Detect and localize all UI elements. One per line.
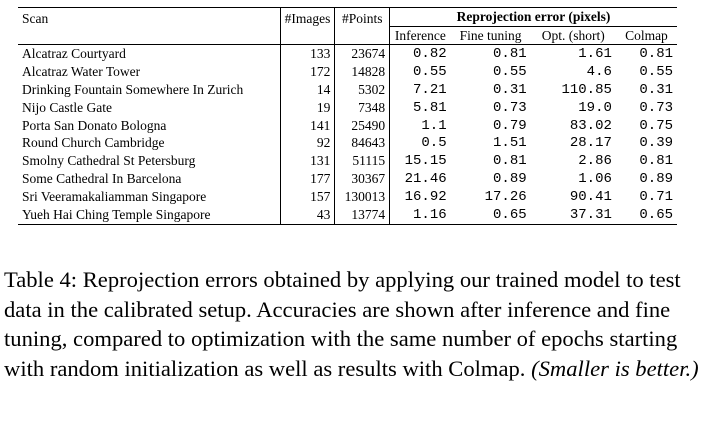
cell-fine-tuning: 17.26: [484, 189, 527, 206]
cell-points: 23674: [334, 43, 390, 63]
cell-opt-short: 37.31: [530, 206, 616, 225]
cell-scan: Some Cathedral In Barcelona: [22, 171, 182, 187]
cell-opt-short: 2.86: [578, 153, 612, 170]
cell-points: 13774: [334, 206, 390, 225]
cell-points: 14828: [334, 62, 390, 81]
cell-inference: 7.21: [389, 80, 451, 99]
cell-points: 84643: [334, 134, 390, 153]
header-scan: Scan: [18, 7, 281, 45]
cell-fine-tuning: 0.55: [493, 63, 527, 80]
table-row: Round Church Cambridge 92 84643 0.5 1.51 28.1…: [18, 134, 677, 153]
cell-opt-short: 4.6: [586, 63, 612, 80]
cell-points: 25490: [334, 116, 390, 135]
cell-opt-short: 83.02: [569, 117, 612, 134]
table-row: Drinking Fountain Somewhere In Zurich 14 5…: [18, 80, 677, 99]
header-colmap: Colmap: [625, 27, 668, 43]
cell-scan: Yueh Hai Ching Temple Singapore: [18, 206, 281, 225]
cell-opt-short: 19.0: [578, 99, 612, 116]
cell-inference: 21.46: [389, 170, 451, 189]
cell-colmap: 0.81: [639, 153, 673, 170]
cell-scan: Drinking Fountain Somewhere In Zurich: [22, 81, 244, 97]
results-table: Scan #Images #Points Reprojection error …: [18, 7, 677, 225]
cell-inference: 16.92: [389, 188, 451, 207]
cell-colmap: 0.55: [639, 63, 673, 80]
cell-images: 131: [279, 152, 335, 171]
cell-scan: Alcatraz Water Tower: [22, 63, 141, 79]
header-opt-short: Opt. (short): [541, 27, 605, 43]
cell-colmap: 0.81: [615, 43, 677, 63]
table-row: Alcatraz Water Tower 172 14828 0.55 0.55 4.6 0…: [18, 62, 677, 81]
cell-scan: Porta San Donato Bologna: [22, 117, 167, 133]
cell-fine-tuning: 1.51: [493, 135, 527, 152]
cell-fine-tuning: 0.65: [450, 206, 531, 225]
cell-images: 43: [279, 206, 335, 225]
cell-inference: 1.16: [389, 206, 451, 225]
cell-images: 177: [279, 170, 335, 189]
cell-points: 30367: [334, 170, 390, 189]
cell-colmap: 0.31: [639, 81, 673, 98]
cell-images: 133: [279, 43, 335, 63]
cell-scan: Alcatraz Courtyard: [18, 43, 281, 63]
cell-colmap: 0.73: [639, 99, 673, 116]
cell-colmap: 0.89: [639, 171, 673, 188]
table-body: Alcatraz Courtyard 133 23674 0.82 0.81 1.61 0.…: [18, 43, 677, 225]
cell-images: 157: [279, 188, 335, 207]
header-points: #Points: [334, 7, 390, 45]
header-images: #Images: [279, 7, 335, 45]
cell-opt-short: 1.61: [530, 43, 616, 63]
table-row: Alcatraz Courtyard 133 23674 0.82 0.81 1.61 0.…: [18, 43, 677, 63]
cell-opt-short: 110.85: [561, 81, 612, 98]
table-row: Yueh Hai Ching Temple Singapore 43 13774 1.…: [18, 206, 677, 225]
cell-colmap: 0.39: [639, 135, 673, 152]
cell-colmap: 0.65: [615, 206, 677, 225]
cell-colmap: 0.71: [639, 189, 673, 206]
cell-images: 141: [279, 116, 335, 135]
cell-inference: 0.5: [389, 134, 451, 153]
cell-inference: 15.15: [389, 152, 451, 171]
cell-opt-short: 1.06: [578, 171, 612, 188]
cell-scan: Sri Veeramakaliamman Singapore: [22, 189, 207, 205]
cell-inference: 5.81: [389, 98, 451, 117]
cell-points: 7348: [334, 98, 390, 117]
cell-inference: 0.55: [389, 62, 451, 81]
table-row: Nijo Castle Gate 19 7348 5.81 0.73 19.0 0.73: [18, 98, 677, 117]
cell-scan: Smolny Cathedral St Petersburg: [22, 153, 196, 169]
cell-inference: 0.82: [389, 43, 451, 63]
cell-images: 172: [279, 62, 335, 81]
cell-opt-short: 90.41: [569, 189, 612, 206]
cell-opt-short: 28.17: [569, 135, 612, 152]
table-row: Some Cathedral In Barcelona 177 30367 21.46…: [18, 170, 677, 189]
cell-points: 130013: [334, 188, 390, 207]
header-reprojection-group: Reprojection error (pixels): [389, 7, 677, 27]
header-inference: Inference: [389, 26, 451, 45]
caption-note: (Smaller is better.): [531, 355, 699, 381]
cell-fine-tuning: 0.79: [493, 117, 527, 134]
table-row: Smolny Cathedral St Petersburg 131 51115 15…: [18, 152, 677, 171]
table-caption: Table 4: Reprojection errors obtained by…: [4, 265, 708, 383]
cell-points: 51115: [334, 152, 390, 171]
caption-text: Table 4: Reprojection errors obtained by…: [4, 267, 681, 381]
cell-fine-tuning: 0.31: [493, 81, 527, 98]
cell-fine-tuning: 0.81: [450, 43, 531, 63]
cell-images: 14: [279, 80, 335, 99]
cell-fine-tuning: 0.81: [493, 153, 527, 170]
header-fine-tuning: Fine tuning: [459, 27, 522, 43]
cell-scan: Nijo Castle Gate: [22, 99, 112, 115]
cell-inference: 1.1: [389, 116, 451, 135]
cell-images: 19: [279, 98, 335, 117]
cell-fine-tuning: 0.89: [493, 171, 527, 188]
cell-fine-tuning: 0.73: [493, 99, 527, 116]
cell-images: 92: [279, 134, 335, 153]
cell-colmap: 0.75: [639, 117, 673, 134]
table-row: Porta San Donato Bologna 141 25490 1.1 0.79 8…: [18, 116, 677, 135]
table-row: Sri Veeramakaliamman Singapore 157 130013 1…: [18, 188, 677, 207]
cell-points: 5302: [334, 80, 390, 99]
cell-scan: Round Church Cambridge: [22, 135, 165, 151]
